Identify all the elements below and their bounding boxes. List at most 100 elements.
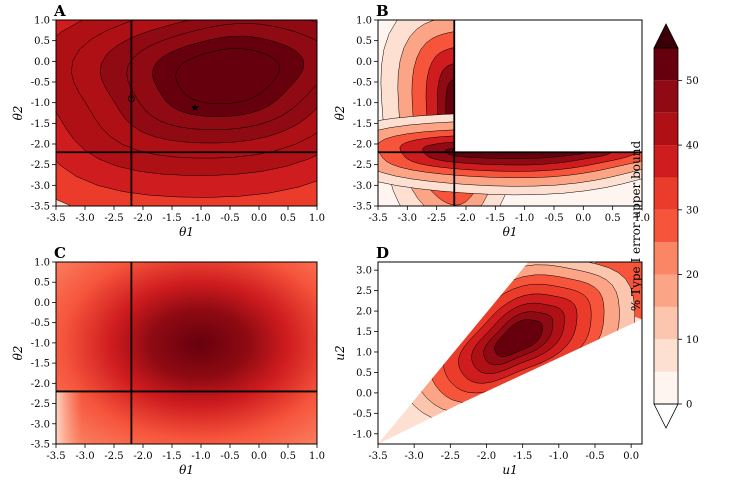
- colorbar-tick-label: 10: [686, 335, 699, 346]
- x-axis-label: u1: [502, 463, 517, 477]
- x-tick-label: -1.5: [486, 213, 505, 224]
- y-axis-label: θ2: [11, 106, 25, 121]
- x-tick-label: -0.5: [585, 451, 604, 462]
- x-axis-label: θ1: [179, 225, 194, 239]
- heat-field: [56, 262, 317, 444]
- x-tick-label: 0.0: [251, 213, 267, 224]
- colorbar-segment: [654, 306, 678, 340]
- y-tick-label: -3.5: [353, 202, 372, 213]
- x-tick-label: -1.5: [162, 451, 181, 462]
- colorbar-segment: [654, 112, 678, 146]
- y-tick-label: 1.0: [356, 347, 372, 358]
- contour-band: [494, 319, 543, 357]
- y-tick-label: -3.0: [353, 181, 372, 192]
- x-axis-label: θ1: [503, 225, 518, 239]
- x-tick-label: 0.5: [605, 213, 621, 224]
- colorbar-tick-label: 30: [686, 205, 699, 216]
- y-tick-label: -1.0: [31, 338, 50, 349]
- x-tick-label: -1.5: [513, 451, 532, 462]
- colorbar-tick-label: 0: [686, 400, 692, 411]
- colorbar-segment: [654, 48, 678, 81]
- contour-band: [175, 48, 280, 104]
- y-tick-label: 2.5: [356, 286, 372, 297]
- y-tick-label: -0.5: [31, 78, 50, 89]
- y-tick-label: -0.5: [353, 409, 372, 420]
- colorbar-frame: [653, 47, 679, 405]
- x-tick-label: -3.5: [368, 451, 387, 462]
- y-tick-label: -0.5: [353, 78, 372, 89]
- blank-region: [454, 20, 642, 153]
- y-tick-label: -2.0: [31, 379, 50, 390]
- y-tick-label: 0.0: [34, 57, 50, 68]
- y-tick-label: 1.0: [34, 258, 50, 269]
- y-tick-label: -2.0: [31, 140, 50, 151]
- x-tick-label: -1.0: [515, 213, 534, 224]
- y-tick-label: -3.0: [31, 419, 50, 430]
- y-tick-label: 0.5: [34, 278, 50, 289]
- star-marker: ★: [190, 101, 200, 114]
- colorbar-extend-bottom: [653, 403, 679, 429]
- x-tick-label: 1.0: [309, 451, 325, 462]
- y-tick-label: -1.5: [353, 119, 372, 130]
- x-tick-label: -3.0: [75, 213, 94, 224]
- colorbar-segment: [654, 339, 678, 372]
- y-tick-label: -3.5: [31, 202, 50, 213]
- colorbar-segment: [654, 145, 678, 178]
- x-tick-label: -2.0: [133, 213, 152, 224]
- panel-d: -3.5 -3.0 -2.5 -2.0 -1.5 -1.0 -0.5 0.0 -1.0 -0.5 0…: [333, 244, 643, 477]
- y-tick-label: -2.5: [353, 160, 372, 171]
- y-tick-label: 0.5: [356, 368, 372, 379]
- x-tick-label: -0.5: [544, 213, 563, 224]
- y-tick-label: 0.5: [34, 36, 50, 47]
- heat-fade: [56, 391, 132, 444]
- x-tick-label: 0.5: [280, 213, 296, 224]
- contour-field: [378, 262, 642, 444]
- y-tick-label: -1.0: [31, 98, 50, 109]
- x-tick-label: -1.0: [549, 451, 568, 462]
- x-tick-label: 1.0: [634, 213, 650, 224]
- circle-marker: [127, 95, 135, 102]
- y-tick-label: 0.0: [34, 298, 50, 309]
- panel-letter: C: [54, 244, 66, 262]
- y-tick-label: 2.0: [356, 307, 372, 318]
- x-tick-label: -3.0: [75, 451, 94, 462]
- x-tick-label: -2.5: [427, 213, 446, 224]
- x-tick-label: -3.0: [398, 213, 417, 224]
- panel-c: -3.5 -3.0 -2.5 -2.0 -1.5 -1.0 -0.5 0.0 0.5 1.0 -3.…: [11, 244, 325, 477]
- x-tick-label: 1.0: [309, 213, 325, 224]
- plot-frame: [55, 261, 318, 445]
- contour-field: [378, 20, 642, 206]
- plot-frame: [377, 19, 643, 207]
- x-tick-label: -0.5: [220, 451, 239, 462]
- colorbar-extend-top: [653, 23, 679, 49]
- y-axis-label: θ2: [11, 346, 25, 361]
- y-tick-label: 3.0: [356, 266, 372, 277]
- colorbar-segment: [654, 177, 678, 210]
- x-tick-label: -2.5: [441, 451, 460, 462]
- plot-frame: [55, 19, 318, 207]
- x-tick-label: -2.5: [104, 451, 123, 462]
- x-tick-label: -3.0: [405, 451, 424, 462]
- colorbar-segment: [654, 371, 678, 404]
- colorbar-label: % Type I error upper bound: [629, 141, 643, 312]
- x-tick-label: -2.0: [456, 213, 475, 224]
- x-tick-label: 0.0: [623, 451, 639, 462]
- colorbar-tick-label: 50: [686, 76, 699, 87]
- x-tick-label: 0.5: [280, 451, 296, 462]
- y-axis-label: u2: [333, 345, 347, 360]
- colorbar-segment: [654, 80, 678, 113]
- y-tick-label: -2.5: [31, 160, 50, 171]
- y-tick-label: 0.0: [356, 388, 372, 399]
- colorbar-tick-label: 20: [686, 270, 699, 281]
- y-tick-label: -0.5: [31, 318, 50, 329]
- x-tick-label: -3.5: [46, 213, 65, 224]
- y-tick-label: -3.0: [31, 181, 50, 192]
- y-tick-label: -2.0: [353, 140, 372, 151]
- x-tick-label: 0.0: [575, 213, 591, 224]
- y-tick-label: 0.5: [356, 36, 372, 47]
- panel-letter: B: [376, 2, 389, 20]
- y-tick-label: 1.0: [34, 16, 50, 27]
- y-tick-label: -3.5: [31, 440, 50, 451]
- colorbar: 0 10 20 30 40 50 % Type I error upper bound: [629, 23, 699, 429]
